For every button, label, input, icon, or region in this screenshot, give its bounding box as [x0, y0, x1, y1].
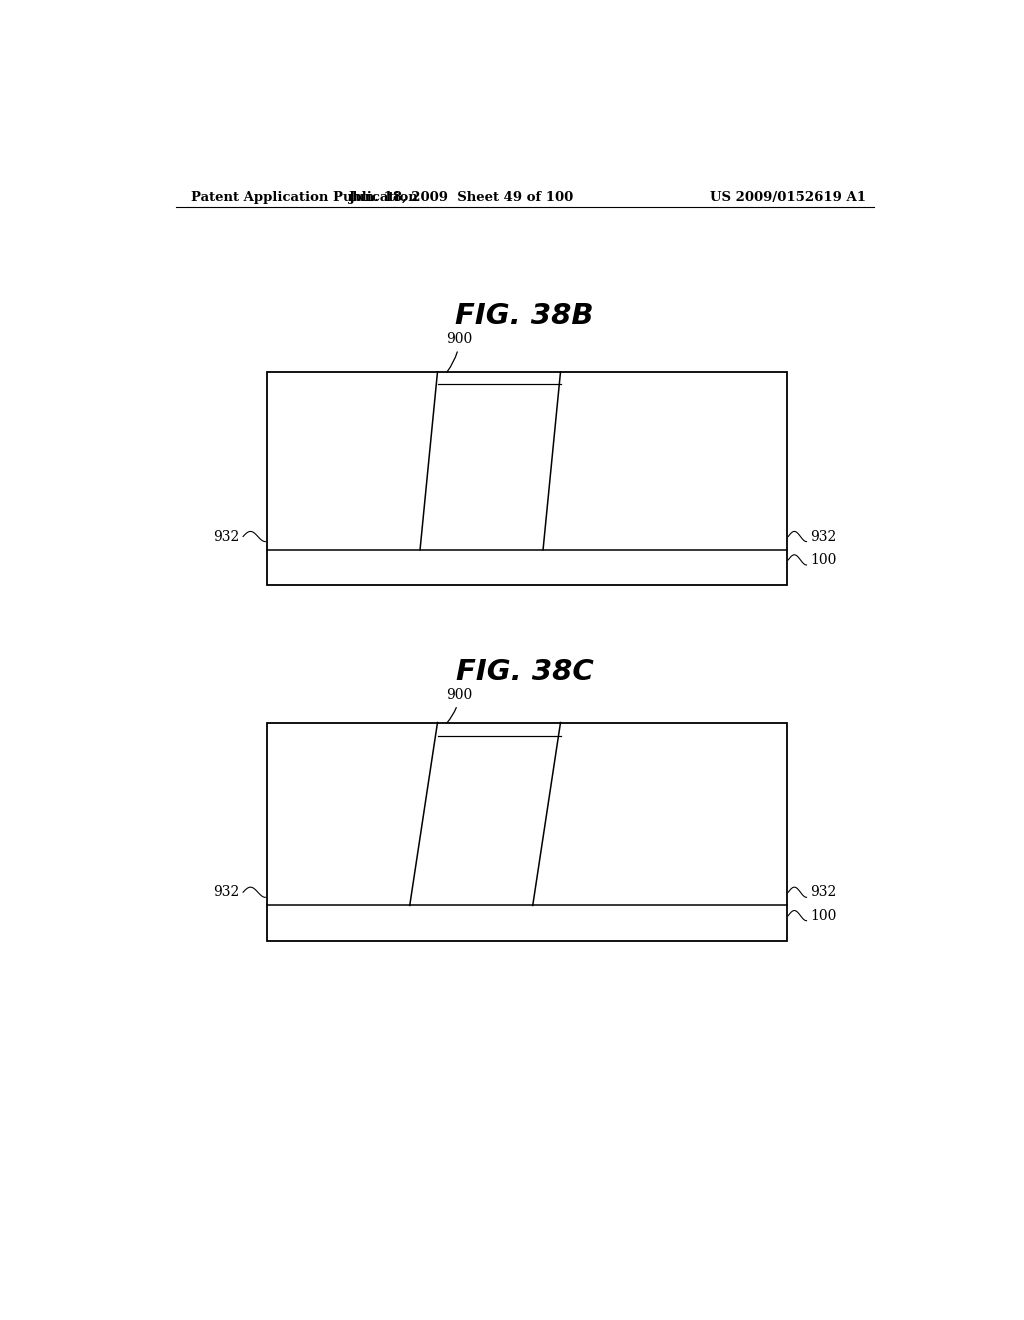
FancyBboxPatch shape	[267, 372, 786, 585]
Text: 100: 100	[811, 553, 837, 566]
Text: US 2009/0152619 A1: US 2009/0152619 A1	[710, 190, 866, 203]
Text: 100: 100	[811, 908, 837, 923]
Text: 932: 932	[811, 529, 837, 544]
Text: 900: 900	[446, 688, 473, 722]
FancyBboxPatch shape	[267, 722, 786, 941]
Text: Jun. 18, 2009  Sheet 49 of 100: Jun. 18, 2009 Sheet 49 of 100	[349, 190, 573, 203]
Text: FIG. 38C: FIG. 38C	[456, 657, 594, 685]
Text: Patent Application Publication: Patent Application Publication	[191, 190, 418, 203]
Text: 932: 932	[213, 529, 239, 544]
Text: 900: 900	[446, 333, 473, 372]
Text: 932: 932	[811, 886, 837, 899]
Text: FIG. 38B: FIG. 38B	[456, 302, 594, 330]
Text: 932: 932	[213, 886, 239, 899]
